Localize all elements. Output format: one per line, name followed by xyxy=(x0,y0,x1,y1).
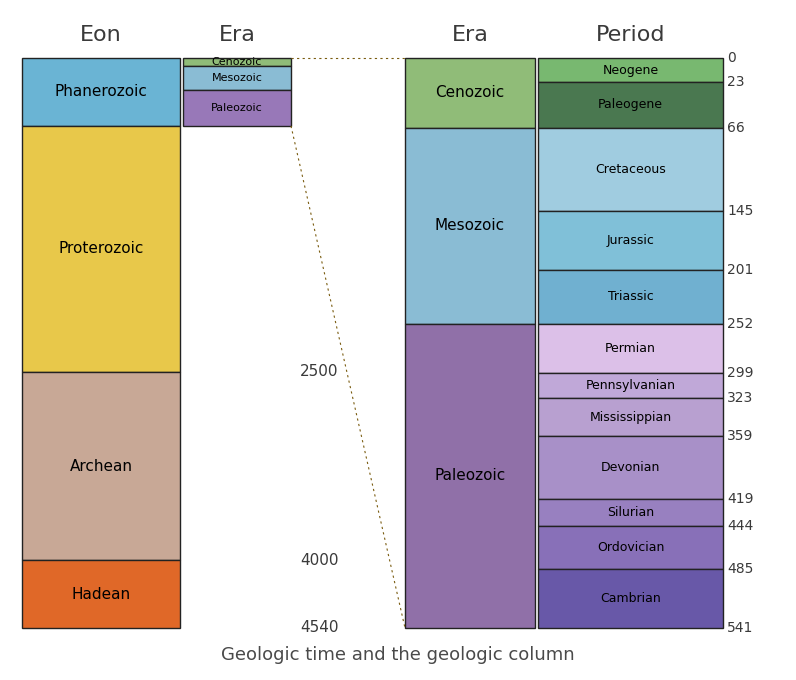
Text: 66: 66 xyxy=(727,120,745,135)
Text: 201: 201 xyxy=(727,262,753,277)
Bar xyxy=(538,398,723,437)
Bar xyxy=(22,126,180,372)
Bar xyxy=(538,324,723,373)
Text: 323: 323 xyxy=(727,391,753,405)
Text: Triassic: Triassic xyxy=(607,290,654,303)
Bar xyxy=(22,560,180,628)
Bar xyxy=(183,58,291,66)
Text: Silurian: Silurian xyxy=(607,506,654,519)
Text: Permian: Permian xyxy=(605,342,656,355)
Text: Era: Era xyxy=(219,25,256,45)
Bar xyxy=(538,437,723,500)
Text: 2500: 2500 xyxy=(300,364,338,379)
Bar xyxy=(183,66,291,90)
Text: Ordovician: Ordovician xyxy=(597,541,664,554)
Bar xyxy=(538,82,723,128)
Text: 252: 252 xyxy=(727,316,753,330)
Text: 299: 299 xyxy=(727,366,754,380)
Text: Cenozoic: Cenozoic xyxy=(212,57,262,67)
Text: Paleozoic: Paleozoic xyxy=(211,103,263,113)
Text: Mississippian: Mississippian xyxy=(589,411,672,424)
Bar xyxy=(405,324,535,628)
Bar xyxy=(538,569,723,628)
Text: 444: 444 xyxy=(727,519,753,533)
Bar xyxy=(22,372,180,560)
Text: 4540: 4540 xyxy=(300,620,338,636)
Text: Eon: Eon xyxy=(80,25,122,45)
Text: 541: 541 xyxy=(727,621,753,635)
Bar xyxy=(538,500,723,526)
Text: Paleogene: Paleogene xyxy=(598,99,663,112)
Text: 359: 359 xyxy=(727,429,753,443)
Bar xyxy=(538,211,723,270)
Text: 0: 0 xyxy=(727,51,736,65)
Text: Neogene: Neogene xyxy=(603,64,658,77)
Bar xyxy=(538,128,723,211)
Text: 23: 23 xyxy=(727,75,744,89)
Text: Mesozoic: Mesozoic xyxy=(212,73,263,83)
Bar xyxy=(22,58,180,126)
Text: Phanerozoic: Phanerozoic xyxy=(55,84,147,99)
Text: 485: 485 xyxy=(727,562,753,576)
Bar xyxy=(405,128,535,324)
Bar xyxy=(538,270,723,324)
Text: Mesozoic: Mesozoic xyxy=(435,218,505,233)
Text: Cenozoic: Cenozoic xyxy=(435,85,505,100)
Text: Archean: Archean xyxy=(69,458,132,473)
Text: Pennsylvanian: Pennsylvanian xyxy=(586,379,676,392)
Text: 419: 419 xyxy=(727,492,754,507)
Bar xyxy=(405,58,535,128)
Text: Cambrian: Cambrian xyxy=(600,592,661,605)
Text: Proterozoic: Proterozoic xyxy=(58,241,144,256)
Bar xyxy=(538,373,723,398)
Text: 145: 145 xyxy=(727,204,753,218)
Text: Devonian: Devonian xyxy=(601,461,660,475)
Bar xyxy=(183,90,291,126)
Text: Paleozoic: Paleozoic xyxy=(435,469,505,483)
Text: Cretaceous: Cretaceous xyxy=(595,163,666,175)
Bar xyxy=(538,526,723,569)
Text: Hadean: Hadean xyxy=(72,587,131,602)
Text: Period: Period xyxy=(595,25,665,45)
Text: Jurassic: Jurassic xyxy=(607,234,654,247)
Text: Era: Era xyxy=(451,25,489,45)
Bar xyxy=(538,58,723,82)
Text: 4000: 4000 xyxy=(300,553,338,568)
Text: Geologic time and the geologic column: Geologic time and the geologic column xyxy=(221,646,575,664)
